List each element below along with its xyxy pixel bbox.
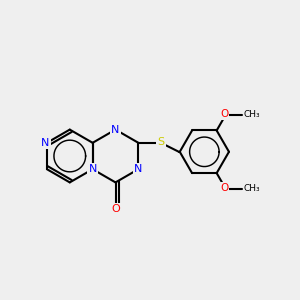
Text: N: N bbox=[41, 138, 50, 148]
Text: N: N bbox=[88, 164, 97, 174]
Text: S: S bbox=[157, 137, 164, 147]
Text: N: N bbox=[111, 124, 120, 135]
Text: CH₃: CH₃ bbox=[244, 110, 260, 119]
Text: N: N bbox=[134, 164, 142, 174]
Text: O: O bbox=[111, 204, 120, 214]
Text: O: O bbox=[220, 183, 228, 193]
Text: CH₃: CH₃ bbox=[244, 184, 260, 193]
Text: O: O bbox=[220, 109, 228, 119]
